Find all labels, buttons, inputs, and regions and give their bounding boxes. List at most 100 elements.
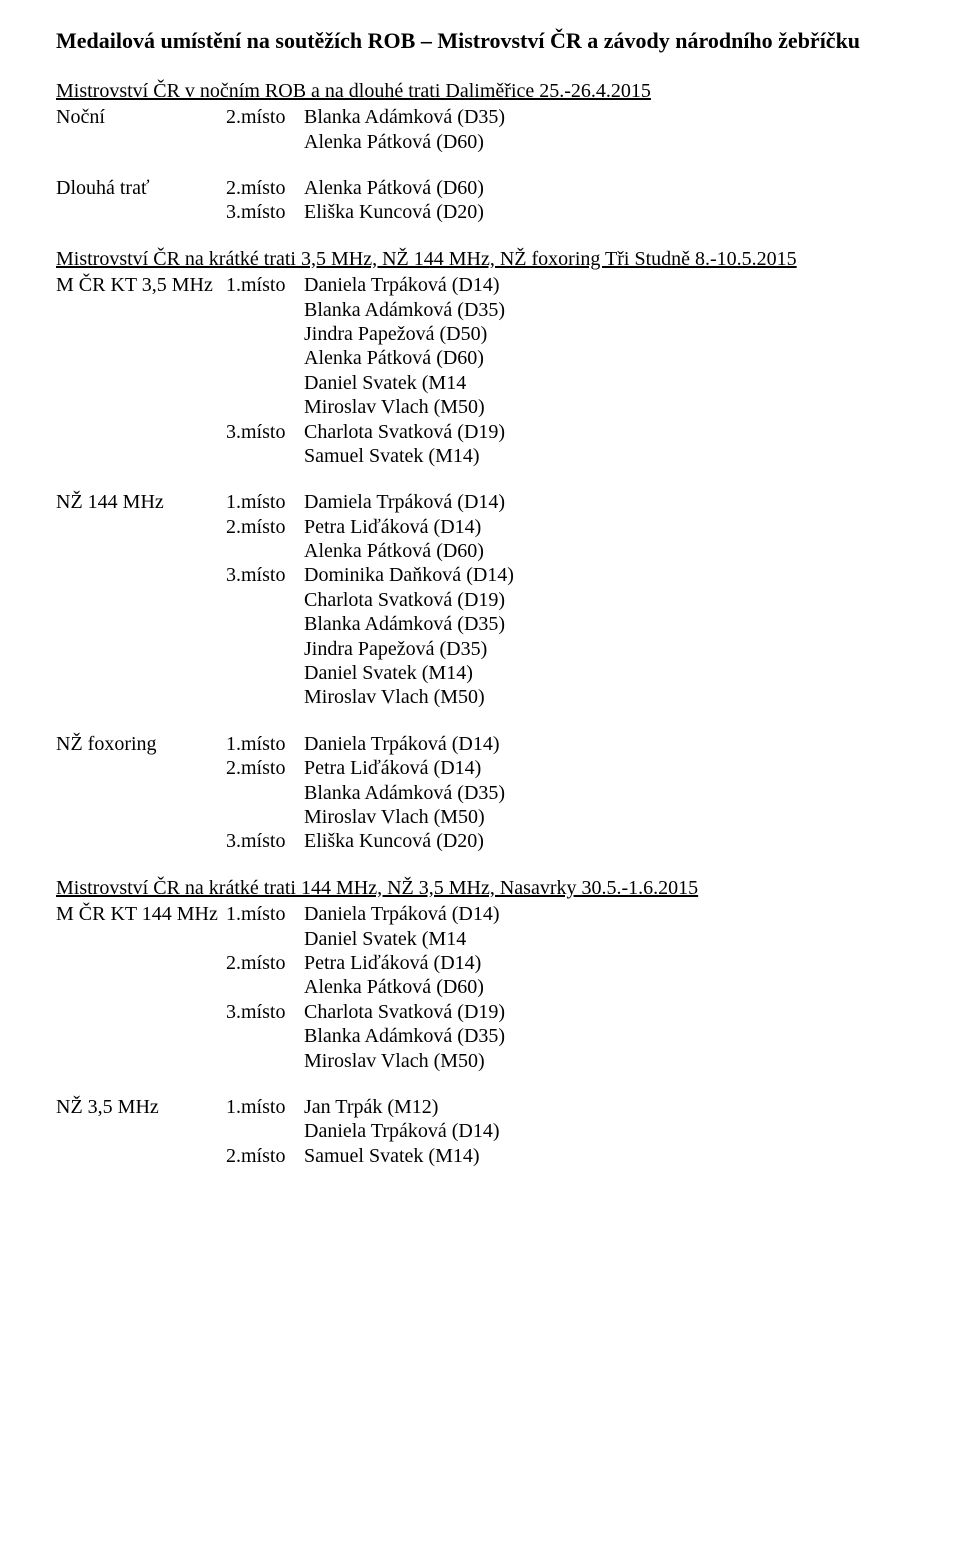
person-name: Samuel Svatek (M14) (304, 1144, 904, 1168)
group-label (56, 395, 226, 419)
person-name: Dominika Daňková (D14) (304, 563, 904, 587)
group-label (56, 515, 226, 539)
person-name: Alenka Pátková (D60) (304, 539, 904, 563)
group-label (56, 927, 226, 951)
result-row: M ČR KT 144 MHz1.místoDaniela Trpáková (… (56, 902, 904, 926)
group-label (56, 637, 226, 661)
place-label (226, 661, 304, 685)
group-label (56, 829, 226, 853)
result-row: NŽ 3,5 MHz1.místoJan Trpák (M12) (56, 1095, 904, 1119)
result-row: 3.místoEliška Kuncová (D20) (56, 829, 904, 853)
group-label: Noční (56, 105, 226, 129)
person-name: Alenka Pátková (D60) (304, 346, 904, 370)
group-label: M ČR KT 144 MHz (56, 902, 226, 926)
place-label (226, 322, 304, 346)
place-label (226, 130, 304, 154)
place-label (226, 612, 304, 636)
group-label (56, 805, 226, 829)
person-name: Daniela Trpáková (D14) (304, 1119, 904, 1143)
document-body: Mistrovství ČR v nočním ROB a na dlouhé … (56, 79, 904, 1168)
place-label: 2.místo (226, 1144, 304, 1168)
group-label (56, 975, 226, 999)
place-label (226, 685, 304, 709)
person-name: Alenka Pátková (D60) (304, 176, 904, 200)
result-row: 3.místoCharlota Svatková (D19) (56, 420, 904, 444)
result-row: Charlota Svatková (D19) (56, 588, 904, 612)
place-label (226, 637, 304, 661)
place-label (226, 346, 304, 370)
result-row: Miroslav Vlach (M50) (56, 395, 904, 419)
result-row: Blanka Adámková (D35) (56, 1024, 904, 1048)
result-group: Dlouhá trať2.místoAlenka Pátková (D60) 3… (56, 176, 904, 225)
result-row: 2.místoSamuel Svatek (M14) (56, 1144, 904, 1168)
group-label (56, 298, 226, 322)
result-row: Blanka Adámková (D35) (56, 612, 904, 636)
person-name: Charlota Svatková (D19) (304, 588, 904, 612)
group-label (56, 444, 226, 468)
person-name: Eliška Kuncová (D20) (304, 200, 904, 224)
group-label (56, 539, 226, 563)
group-label (56, 685, 226, 709)
result-row: Samuel Svatek (M14) (56, 444, 904, 468)
result-row: 2.místoPetra Liďáková (D14) (56, 951, 904, 975)
group-label: Dlouhá trať (56, 176, 226, 200)
person-name: Miroslav Vlach (M50) (304, 685, 904, 709)
group-label: NŽ 144 MHz (56, 490, 226, 514)
person-name: Daniel Svatek (M14) (304, 661, 904, 685)
group-label (56, 1119, 226, 1143)
group-label (56, 661, 226, 685)
result-row: NŽ foxoring1.místoDaniela Trpáková (D14) (56, 732, 904, 756)
result-row: Daniel Svatek (M14 (56, 371, 904, 395)
place-label (226, 805, 304, 829)
group-label (56, 756, 226, 780)
group-label (56, 130, 226, 154)
person-name: Petra Liďáková (D14) (304, 756, 904, 780)
group-label (56, 1144, 226, 1168)
place-label (226, 539, 304, 563)
group-label: NŽ 3,5 MHz (56, 1095, 226, 1119)
person-name: Miroslav Vlach (M50) (304, 1049, 904, 1073)
person-name: Petra Liďáková (D14) (304, 515, 904, 539)
result-row: Alenka Pátková (D60) (56, 346, 904, 370)
place-label: 2.místo (226, 951, 304, 975)
place-label (226, 927, 304, 951)
result-row: Jindra Papežová (D50) (56, 322, 904, 346)
place-label: 2.místo (226, 756, 304, 780)
person-name: Miroslav Vlach (M50) (304, 395, 904, 419)
person-name: Daniela Trpáková (D14) (304, 273, 904, 297)
person-name: Charlota Svatková (D19) (304, 420, 904, 444)
place-label: 2.místo (226, 515, 304, 539)
result-group: NŽ 3,5 MHz1.místoJan Trpák (M12) Daniela… (56, 1095, 904, 1168)
group-label (56, 951, 226, 975)
group-label (56, 322, 226, 346)
result-group: NŽ 144 MHz1.místoDamiela Trpáková (D14) … (56, 490, 904, 710)
place-label: 1.místo (226, 490, 304, 514)
person-name: Eliška Kuncová (D20) (304, 829, 904, 853)
person-name: Alenka Pátková (D60) (304, 130, 904, 154)
result-group: M ČR KT 144 MHz1.místoDaniela Trpáková (… (56, 902, 904, 1073)
person-name: Blanka Adámková (D35) (304, 105, 904, 129)
page-title: Medailová umístění na soutěžích ROB – Mi… (56, 28, 904, 55)
person-name: Blanka Adámková (D35) (304, 1024, 904, 1048)
result-row: Dlouhá trať2.místoAlenka Pátková (D60) (56, 176, 904, 200)
group-label (56, 1000, 226, 1024)
result-row: Noční2.místoBlanka Adámková (D35) (56, 105, 904, 129)
place-label: 1.místo (226, 902, 304, 926)
place-label (226, 371, 304, 395)
result-row: NŽ 144 MHz1.místoDamiela Trpáková (D14) (56, 490, 904, 514)
group-label (56, 420, 226, 444)
place-label: 3.místo (226, 563, 304, 587)
place-label: 3.místo (226, 1000, 304, 1024)
result-row: 3.místoCharlota Svatková (D19) (56, 1000, 904, 1024)
result-group: Noční2.místoBlanka Adámková (D35) Alenka… (56, 105, 904, 154)
place-label: 1.místo (226, 732, 304, 756)
result-group: NŽ foxoring1.místoDaniela Trpáková (D14)… (56, 732, 904, 854)
place-label (226, 444, 304, 468)
result-row: Alenka Pátková (D60) (56, 130, 904, 154)
group-label (56, 371, 226, 395)
person-name: Miroslav Vlach (M50) (304, 805, 904, 829)
group-label: NŽ foxoring (56, 732, 226, 756)
result-row: 2.místoPetra Liďáková (D14) (56, 756, 904, 780)
person-name: Jindra Papežová (D50) (304, 322, 904, 346)
place-label: 3.místo (226, 829, 304, 853)
